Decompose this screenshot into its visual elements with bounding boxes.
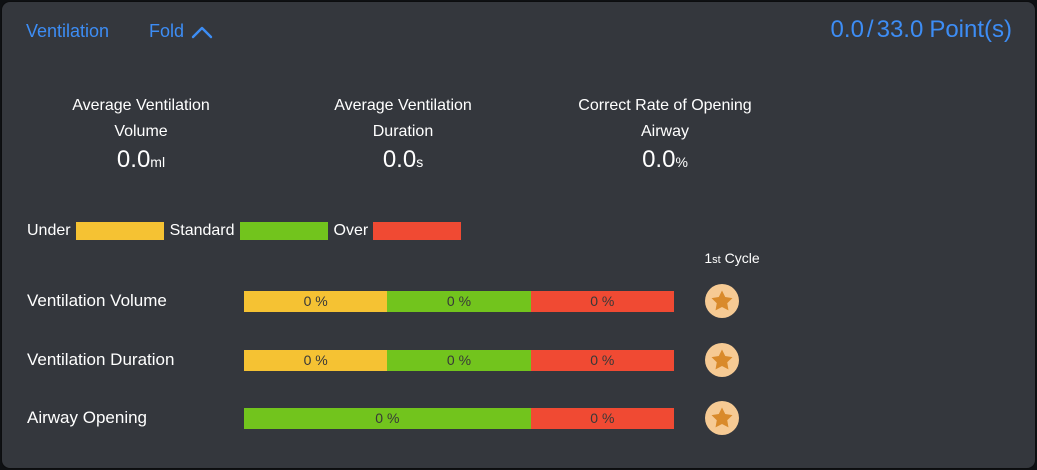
score-current: 0.0: [830, 16, 864, 43]
stat-block-1: Average Ventilation Volume 0.0ml: [10, 93, 272, 176]
segmented-bar: 0 % 0 %: [244, 407, 674, 429]
fold-toggle[interactable]: Fold: [149, 21, 213, 42]
score-unit: Point(s): [929, 16, 1012, 43]
bar-segment: 0 %: [244, 290, 388, 312]
star-badge-icon: [705, 284, 739, 318]
chevron-up-icon: [191, 26, 213, 39]
legend-swatch-over: [373, 222, 462, 240]
cycle-column-header: 1st Cycle: [694, 250, 770, 266]
metric-row-label: Airway Opening: [27, 408, 148, 427]
segmented-bar: 0 % 0 % 0 %: [244, 349, 674, 371]
stat-block-2: Average Ventilation Duration 0.0s: [272, 93, 534, 176]
stat-label-line1: Average Ventilation: [334, 97, 472, 114]
bar-legend: Under Standard Over: [27, 222, 467, 240]
stat-value-number: 0.0: [642, 146, 676, 173]
score-separator: /: [866, 16, 874, 43]
star-badge-icon: [705, 401, 739, 435]
legend-label: Under: [27, 222, 71, 239]
bar-segment: 0 %: [530, 290, 674, 312]
legend-label: Standard: [169, 222, 235, 239]
fold-label: Fold: [149, 21, 185, 41]
stat-block-3: Correct Rate of Opening Airway 0.0%: [534, 93, 796, 176]
metric-row-2: Ventilation Duration 0 % 0 % 0 %: [27, 342, 739, 378]
stat-value-number: 0.0: [116, 146, 151, 173]
stat-label-line2: Duration: [372, 123, 434, 140]
stat-value: 0.0ml: [10, 146, 272, 176]
legend-swatch-standard: [239, 222, 328, 240]
stat-value: 0.0s: [272, 146, 534, 176]
stat-value-number: 0.0: [382, 146, 417, 173]
segmented-bar: 0 % 0 % 0 %: [244, 290, 674, 312]
bar-segment: 0 %: [530, 407, 674, 429]
metric-row-label: Ventilation Volume: [27, 291, 167, 310]
stat-label-line1: Correct Rate of Opening: [578, 97, 752, 114]
bar-segment: 0 %: [530, 349, 674, 371]
bar-segment: 0 %: [387, 349, 531, 371]
cycle-number: 1: [704, 250, 713, 266]
stat-label-line2: Airway: [640, 123, 689, 140]
cycle-label: Cycle: [724, 250, 760, 266]
bar-segment: 0 %: [244, 407, 531, 429]
legend-item-over: Over: [334, 222, 468, 240]
panel-title: Ventilation: [26, 21, 110, 41]
stat-value-unit: %: [675, 154, 688, 170]
legend-item-under: Under: [27, 222, 170, 240]
metric-row-3: Airway Opening 0 % 0 %: [27, 400, 739, 436]
metric-row-1: Ventilation Volume 0 % 0 % 0 %: [27, 283, 739, 319]
score-display: 0.0/33.0 Point(s): [831, 16, 1012, 44]
bar-segment: 0 %: [387, 290, 531, 312]
legend-item-standard: Standard: [170, 222, 334, 240]
star-badge-icon: [705, 343, 739, 377]
bar-segment: 0 %: [244, 349, 388, 371]
stats-summary: Average Ventilation Volume 0.0ml Average Ve…: [10, 93, 796, 176]
legend-swatch-under: [75, 222, 164, 240]
stat-value-unit: s: [416, 154, 424, 170]
score-total: 33.0: [876, 16, 924, 43]
stat-value-unit: ml: [150, 154, 166, 170]
stat-label-line2: Volume: [114, 123, 168, 140]
stat-value: 0.0%: [534, 146, 796, 176]
metric-row-label: Ventilation Duration: [27, 350, 175, 369]
stat-label-line1: Average Ventilation: [72, 97, 210, 114]
cycle-ordinal: st: [712, 254, 721, 266]
legend-label: Over: [333, 222, 369, 239]
